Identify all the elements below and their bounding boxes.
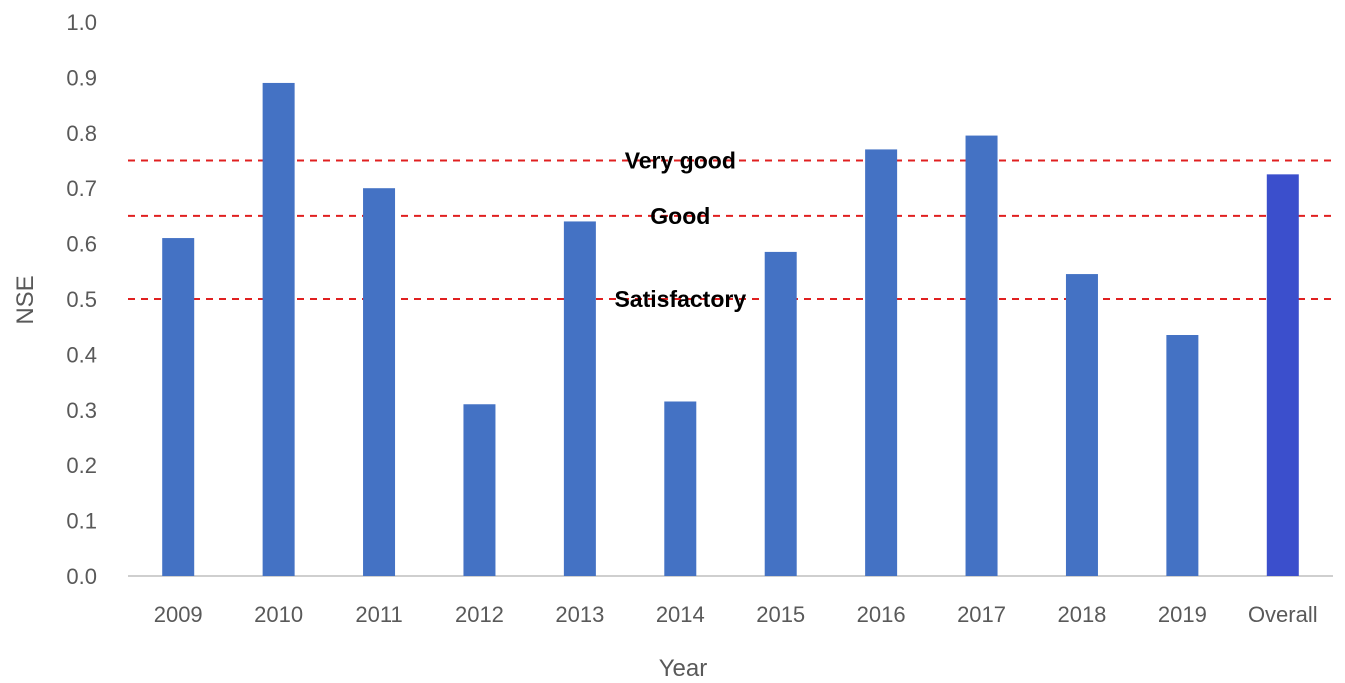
bar-2014 [664, 401, 697, 576]
x-tick-label: 2019 [1158, 602, 1207, 627]
x-tick-label: 2013 [555, 602, 604, 627]
threshold-labels: Very good Good Satisfactory [614, 148, 746, 313]
x-tick-label: 2018 [1057, 602, 1106, 627]
y-tick-label: 0.8 [66, 121, 97, 146]
y-tick-label: 0.1 [66, 509, 97, 534]
x-axis-title: Year [659, 655, 708, 682]
y-tick-label: 0.5 [66, 287, 97, 312]
x-tick-label: 2015 [756, 602, 805, 627]
y-tick-label: 0.6 [66, 232, 97, 257]
bar-2009 [162, 238, 195, 576]
x-tick-label: 2017 [957, 602, 1006, 627]
y-tick-label: 0.0 [66, 564, 97, 589]
y-axis-title: NSE [12, 275, 39, 324]
y-tick-label: 0.7 [66, 176, 97, 201]
bar-2013 [563, 221, 596, 576]
bar-2016 [865, 149, 898, 577]
x-tick-label: 2012 [455, 602, 504, 627]
threshold-label: Satisfactory [614, 286, 746, 312]
bar-2017 [965, 135, 998, 576]
x-tick-label: 2016 [857, 602, 906, 627]
bar-2012 [463, 404, 496, 576]
bar-2019 [1166, 335, 1199, 576]
bar-2015 [764, 251, 797, 576]
bar-2018 [1065, 274, 1098, 576]
y-axis-ticks: 0.0 0.1 0.2 0.3 0.4 0.5 0.6 0.7 0.8 0.9 1.0 [66, 10, 97, 589]
x-tick-label: 2010 [254, 602, 303, 627]
y-tick-label: 1.0 [66, 10, 97, 35]
threshold-lines [128, 159, 1333, 300]
y-tick-label: 0.2 [66, 453, 97, 478]
y-tick-label: 0.9 [66, 65, 97, 90]
x-axis-ticks: 2009 2010 2011 2012 2013 2014 2015 2016 2017 2018… [154, 602, 1318, 627]
threshold-label: Good [650, 203, 710, 229]
y-tick-label: 0.4 [66, 342, 97, 367]
bars [162, 82, 1299, 577]
x-tick-label: 2014 [656, 602, 705, 627]
bar-2010 [262, 82, 295, 576]
threshold-label: Very good [625, 148, 736, 174]
bar-2011 [363, 188, 396, 576]
bar-overall [1266, 174, 1299, 576]
x-tick-label: Overall [1248, 602, 1318, 627]
x-tick-label: 2009 [154, 602, 203, 627]
y-tick-label: 0.3 [66, 398, 97, 423]
x-tick-label: 2011 [355, 602, 402, 627]
